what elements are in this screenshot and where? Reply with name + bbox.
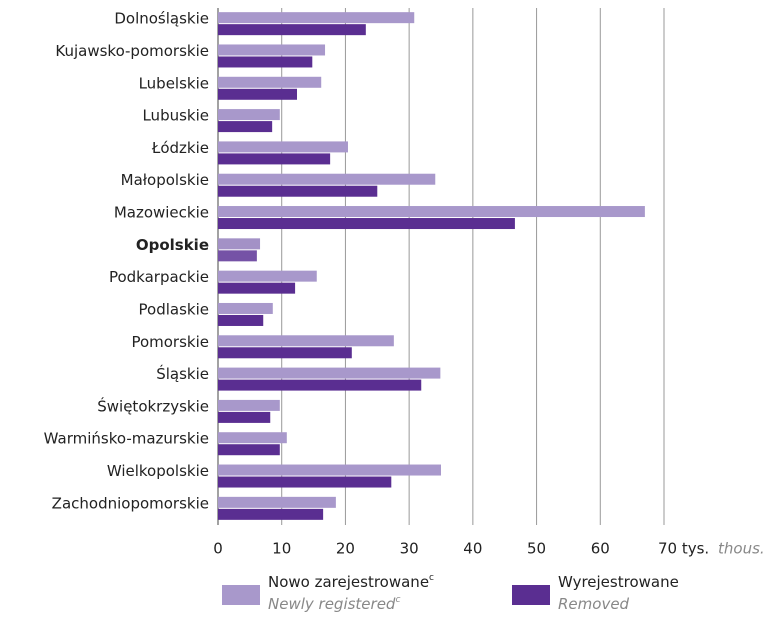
x-tick-label: 30 [400, 540, 419, 558]
bar [218, 153, 331, 165]
y-tick-label: Lubelskie [139, 74, 209, 92]
legend-swatch [512, 585, 550, 605]
bar [218, 206, 645, 218]
y-tick-label: Łódzkie [151, 139, 209, 157]
legend-note: c [429, 573, 434, 583]
bar [218, 496, 336, 508]
bar [218, 314, 264, 326]
y-tick-label: Pomorskie [131, 333, 209, 351]
legend-label-en: Newly registeredc [268, 595, 400, 613]
bar [218, 141, 348, 153]
bar [218, 250, 257, 262]
bar [218, 508, 324, 520]
y-tick-label: Podkarpackie [109, 268, 209, 286]
y-tick-label: Lubuskie [142, 107, 209, 125]
legend-label: Wyrejestrowane [558, 573, 679, 591]
x-tick-label: 60 [591, 540, 610, 558]
y-tick-label: Dolnośląskie [114, 10, 209, 28]
legend-label: Nowo zarejestrowanec [268, 573, 434, 591]
y-tick-label: Kujawsko-pomorskie [55, 42, 209, 60]
bar [218, 173, 436, 185]
x-tick-label: 70 tys. [658, 540, 709, 558]
bar [218, 464, 441, 476]
bar [218, 56, 313, 68]
bar [218, 411, 271, 423]
y-tick-label: Śląskie [156, 364, 209, 383]
legend-note-en: c [395, 595, 400, 605]
x-tick-label: 20 [336, 540, 355, 558]
y-tick-label: Wielkopolskie [107, 462, 209, 480]
x-tick-label: 0 [213, 540, 223, 558]
bar [218, 24, 366, 36]
legend-label-en: Removed [558, 595, 630, 613]
legend-name-en: Removed [558, 595, 630, 613]
bar [218, 12, 415, 24]
bar [218, 432, 287, 444]
bar [218, 476, 392, 488]
bar [218, 302, 273, 314]
bar [218, 282, 296, 294]
bar [218, 109, 280, 121]
x-tick-label: 10 [272, 540, 291, 558]
bar [218, 238, 261, 250]
bar [218, 218, 515, 230]
y-tick-label: Opolskie [136, 236, 209, 254]
bar [218, 335, 394, 347]
bar [218, 121, 273, 133]
y-tick-label: Podlaskie [139, 300, 209, 318]
bar [218, 76, 322, 88]
y-tick-label: Mazowieckie [114, 204, 209, 222]
y-tick-label: Zachodniopomorskie [52, 494, 209, 512]
bar [218, 444, 280, 456]
bar [218, 347, 352, 359]
y-tick-label: Świętokrzyskie [97, 396, 209, 415]
legend-name: Nowo zarejestrowane [268, 573, 429, 591]
bar [218, 270, 317, 282]
y-tick-label: Warmińsko-mazurskie [44, 430, 209, 448]
bar [218, 88, 298, 100]
bar [218, 44, 326, 56]
x-tick-label: 40 [463, 540, 482, 558]
bar [218, 379, 422, 391]
legend-name-en: Newly registered [268, 595, 396, 613]
legend-swatch [222, 585, 260, 605]
bar [218, 367, 441, 379]
bar [218, 185, 378, 197]
y-tick-label: Małopolskie [121, 171, 209, 189]
legend-name: Wyrejestrowane [558, 573, 679, 591]
x-unit-label: thous. [718, 540, 765, 558]
bar [218, 399, 280, 411]
x-tick-label: 50 [527, 540, 546, 558]
